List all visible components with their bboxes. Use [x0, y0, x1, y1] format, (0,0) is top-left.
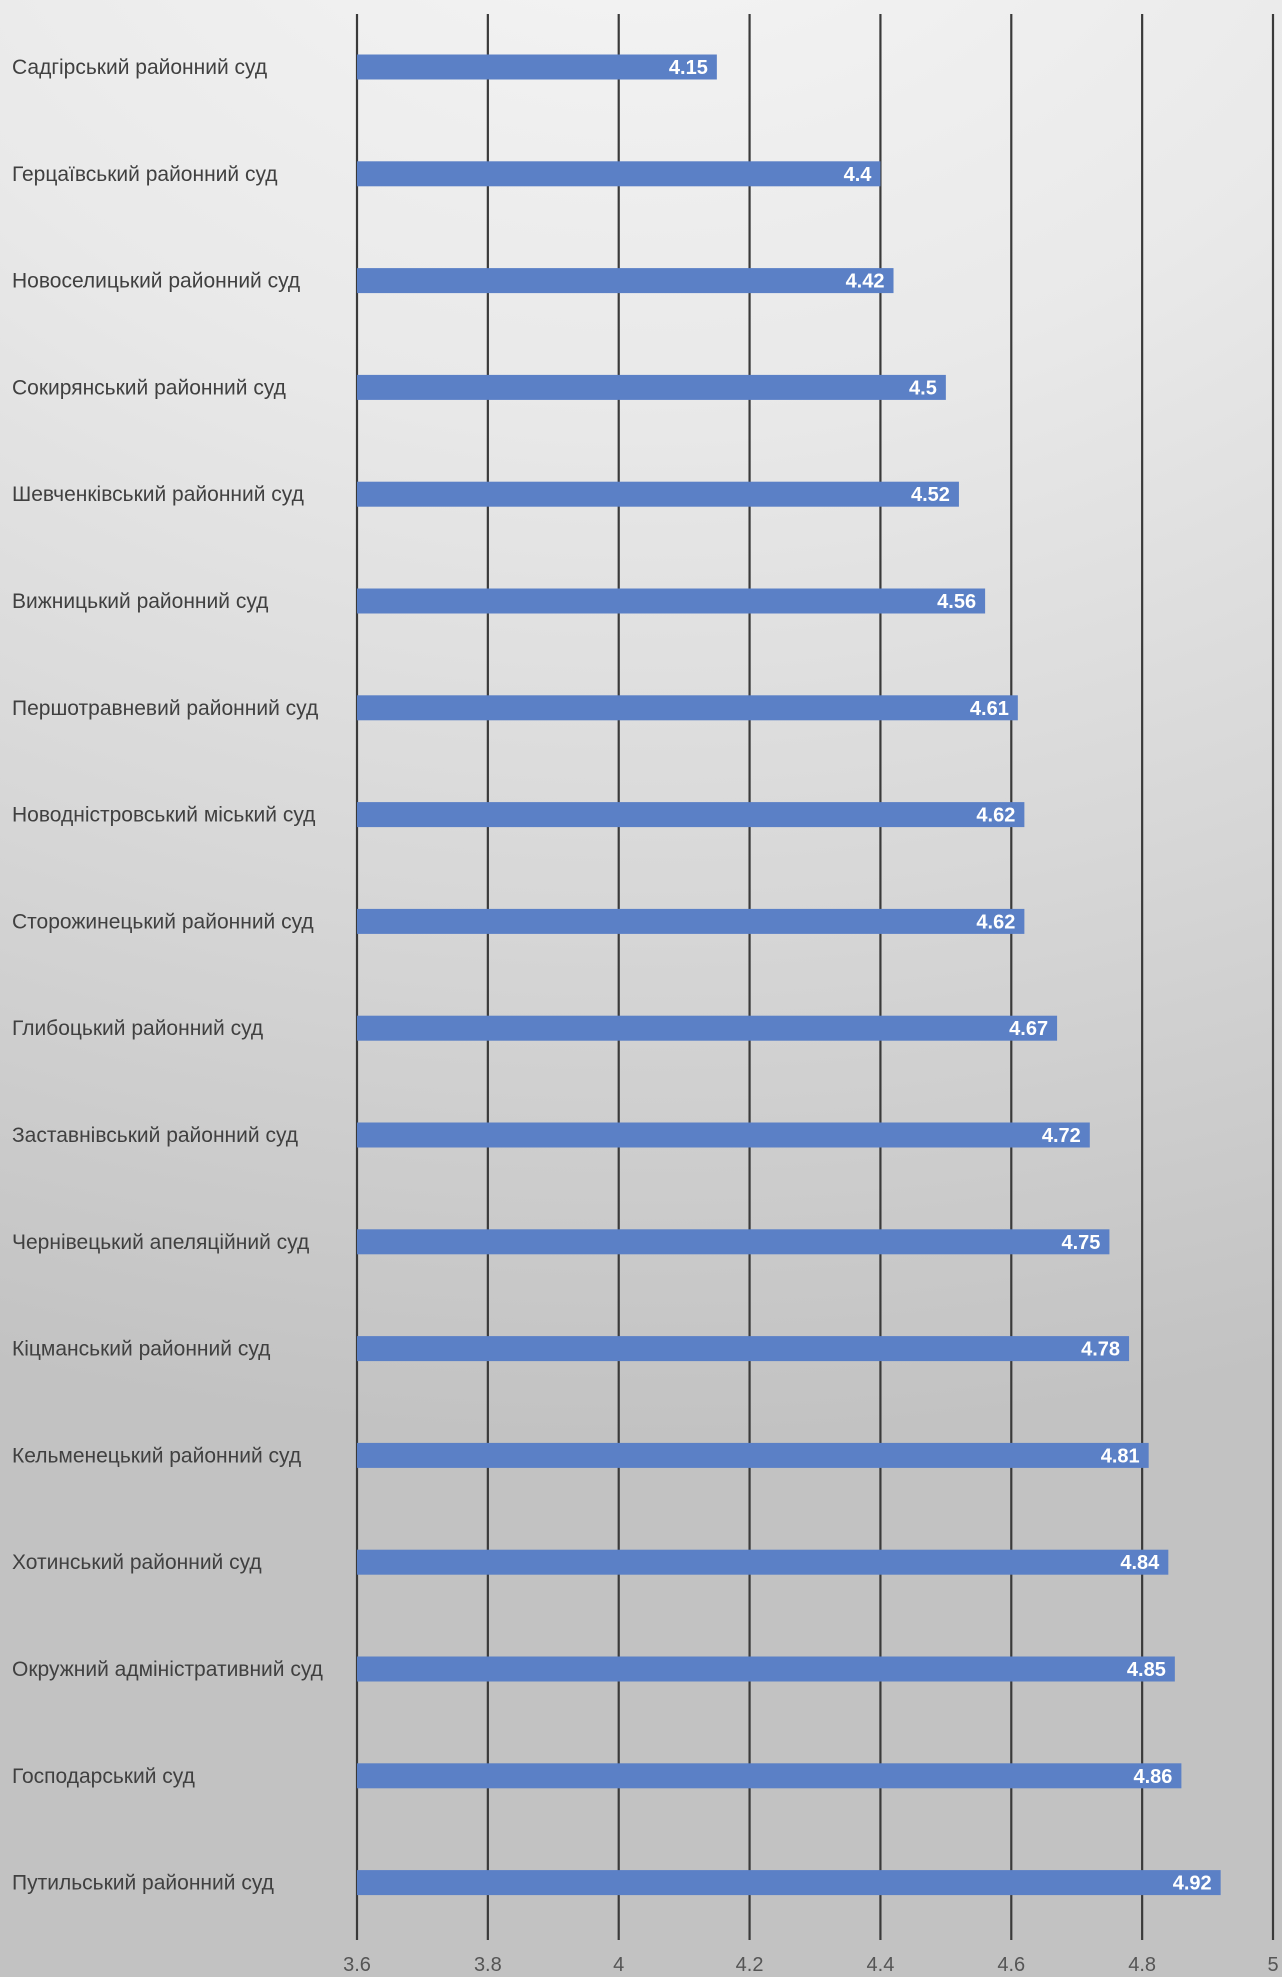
x-tick-label: 4.4	[867, 1954, 895, 1976]
category-label: Шевченківський районний суд	[12, 483, 304, 506]
data-label: 4.92	[1173, 1873, 1212, 1895]
category-label: Сокирянський районний суд	[12, 376, 286, 399]
data-label: 4.72	[1042, 1125, 1081, 1147]
category-label: Заставнівський районний суд	[12, 1124, 298, 1147]
category-label: Кіцманський районний суд	[12, 1338, 270, 1361]
category-label: Кельменецький районний суд	[12, 1444, 301, 1467]
category-label: Вижницький районний суд	[12, 590, 268, 613]
category-label: Господарський суд	[12, 1765, 195, 1788]
category-label: Першотравневий районний суд	[12, 697, 318, 720]
category-labels: Садгірський районний суд Герцаївський рай…	[12, 56, 323, 1895]
bar	[357, 1336, 1130, 1362]
category-label: Глибоцький районний суд	[12, 1017, 263, 1040]
category-label: Герцаївський районний суд	[12, 163, 278, 186]
data-label: 4.56	[937, 591, 976, 613]
bar	[357, 54, 717, 80]
data-label: 4.4	[844, 164, 873, 186]
data-label: 4.42	[846, 271, 885, 293]
data-labels: 4.15 4.4 4.42 4.5 4.52 4.56 4.61 4.62 4.62 4.67 4.…	[669, 57, 1212, 1895]
data-label: 4.86	[1133, 1766, 1172, 1788]
bar	[357, 161, 881, 187]
category-label: Путильський районний суд	[12, 1872, 274, 1895]
bar	[357, 1656, 1175, 1682]
data-label: 4.61	[970, 698, 1009, 720]
data-label: 4.67	[1009, 1018, 1048, 1040]
data-label: 4.62	[976, 805, 1015, 827]
data-label: 4.81	[1101, 1445, 1140, 1467]
bar	[357, 1442, 1149, 1468]
category-label: Окружний адміністративний суд	[12, 1658, 323, 1681]
bars	[357, 54, 1221, 1896]
bar	[357, 908, 1025, 934]
bar	[357, 802, 1025, 828]
x-tick-label: 3.8	[474, 1954, 502, 1976]
data-label: 4.84	[1120, 1552, 1160, 1574]
category-label: Садгірський районний суд	[12, 56, 267, 79]
x-tick-label: 5	[1267, 1954, 1278, 1976]
x-tick-label: 4.6	[997, 1954, 1025, 1976]
category-label: Чернівецький апеляційний суд	[12, 1231, 309, 1254]
gridlines	[355, 14, 1275, 1940]
bar	[357, 268, 894, 294]
bar	[357, 1229, 1110, 1255]
bar	[357, 588, 986, 614]
x-tick-label: 4.2	[736, 1954, 764, 1976]
data-label: 4.5	[909, 377, 937, 399]
data-label: 4.15	[669, 57, 708, 79]
data-label: 4.78	[1081, 1339, 1120, 1361]
category-label: Новодністровський міський суд	[12, 804, 315, 827]
category-label: Новоселицький районний суд	[12, 270, 300, 293]
bar	[357, 1763, 1182, 1789]
bar	[357, 695, 1018, 721]
bar	[357, 481, 959, 507]
data-label: 4.75	[1061, 1232, 1100, 1254]
bar	[357, 1015, 1058, 1041]
bar	[357, 1870, 1221, 1896]
x-tick-label: 4	[613, 1954, 624, 1976]
data-label: 4.85	[1127, 1659, 1166, 1681]
data-label: 4.52	[911, 484, 950, 506]
x-axis-tick-labels: 3.6 3.8 4 4.2 4.4 4.6 4.8 5	[343, 1954, 1278, 1976]
bar	[357, 1549, 1169, 1575]
bar	[357, 374, 946, 400]
x-tick-label: 3.6	[343, 1954, 371, 1976]
bar	[357, 1122, 1090, 1148]
x-tick-label: 4.8	[1128, 1954, 1156, 1976]
category-label: Сторожинецький районний суд	[12, 910, 314, 933]
category-label: Хотинський районний суд	[12, 1551, 262, 1574]
data-label: 4.62	[976, 911, 1015, 933]
